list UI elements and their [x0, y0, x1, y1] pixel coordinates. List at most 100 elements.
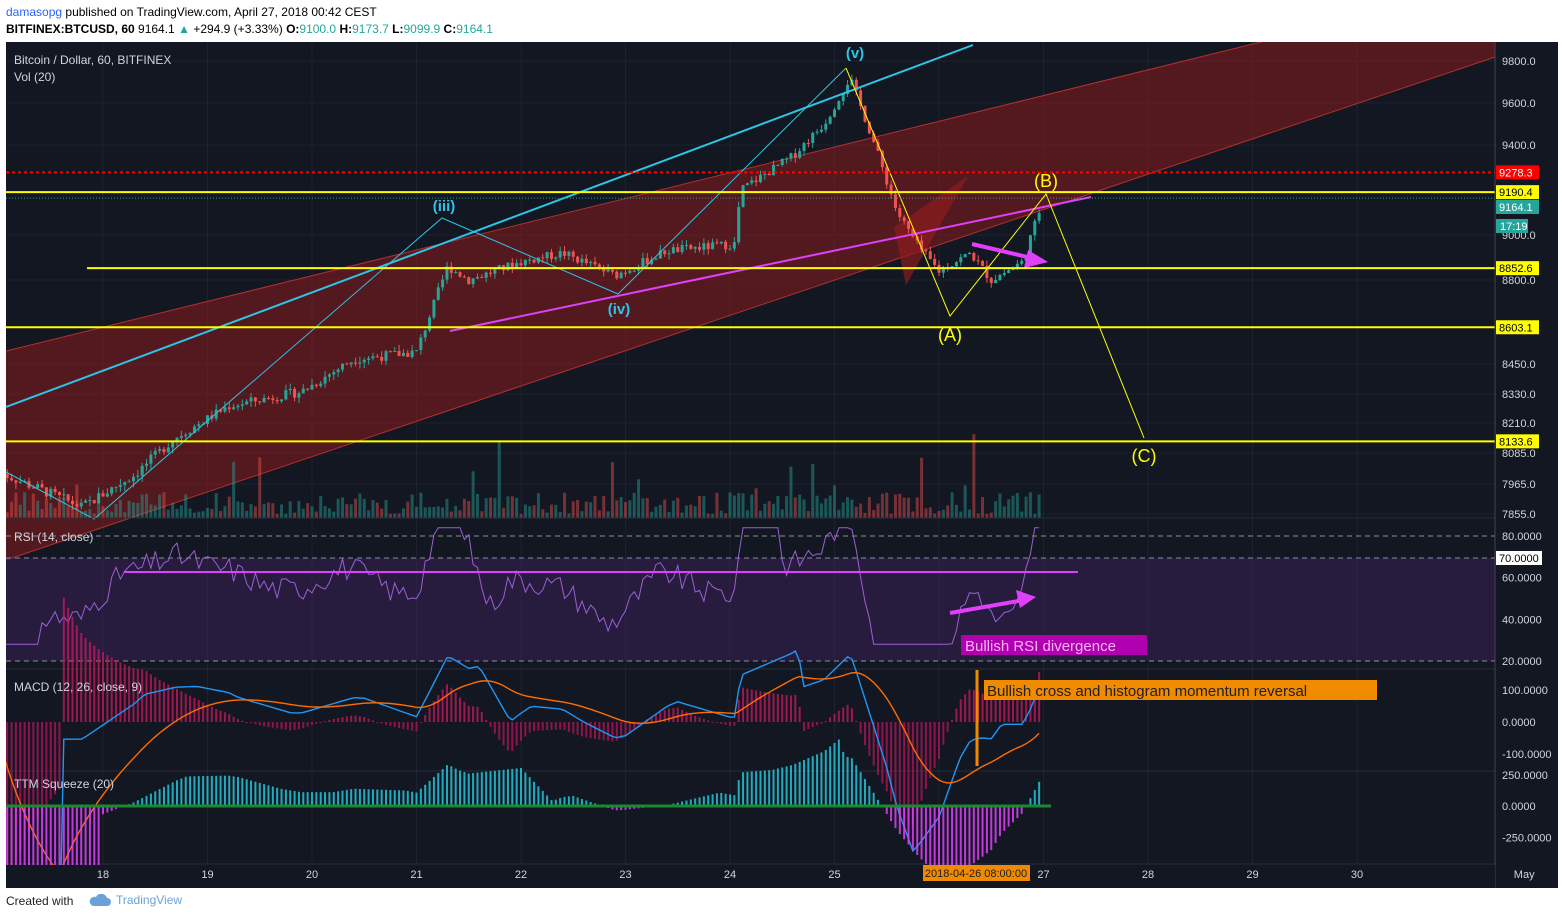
candle-body	[576, 256, 580, 263]
macd-hist-bar	[398, 722, 401, 729]
ttm-bar	[798, 761, 801, 806]
volume-bar	[23, 492, 27, 518]
macd-hist-bar	[598, 722, 601, 740]
volume-bar	[288, 501, 292, 518]
macd-hist-bar	[1016, 698, 1019, 722]
macd-hist-bar	[620, 722, 623, 739]
ttm-bar	[868, 785, 871, 806]
candle-body	[593, 261, 597, 265]
candle-body	[467, 277, 471, 285]
ttm-bar	[959, 806, 962, 881]
volume-bar	[715, 492, 719, 518]
chart-svg[interactable]: (v) (iii) (iv) (A) (B) (C) Bitcoin / Dol…	[0, 41, 1558, 918]
ttm-bar	[781, 767, 784, 806]
price-axis[interactable]	[1495, 42, 1558, 888]
volume-bar	[236, 501, 240, 518]
volume-bar	[789, 466, 793, 518]
candle-body	[1015, 263, 1019, 269]
macd-hist-bar	[816, 722, 819, 726]
candle-body	[44, 487, 48, 497]
candle-body	[567, 251, 571, 256]
macd-hist-bar	[842, 707, 845, 722]
candle-body	[619, 272, 623, 279]
ttm-bar	[341, 790, 344, 806]
ttm-bar	[951, 806, 954, 889]
ttm-bar	[824, 749, 827, 806]
candle-body	[123, 482, 127, 485]
ttm-bar	[811, 756, 814, 806]
ttm-bar	[742, 772, 745, 806]
macd-hist-bar	[141, 669, 144, 722]
candle-body	[610, 269, 614, 272]
chart-canvas[interactable]: (v) (iii) (iv) (A) (B) (C) Bitcoin / Dol…	[0, 41, 1558, 918]
macd-hist-bar	[219, 710, 222, 722]
macd-hist-bar	[929, 722, 932, 779]
ttm-bar	[985, 806, 988, 854]
ttm-bar	[924, 806, 927, 864]
volume-bar	[245, 510, 249, 518]
candle-body	[75, 504, 79, 507]
volume-bar	[950, 492, 954, 518]
volume-bar	[258, 457, 262, 518]
price-tick-label: 8085.0	[1502, 448, 1536, 460]
close-value: 9164.1	[456, 22, 493, 36]
candle-body	[179, 436, 183, 438]
candle-body	[5, 474, 9, 479]
macd-hist-bar	[41, 722, 44, 811]
tradingview-link[interactable]: TradingView	[116, 893, 183, 907]
volume-bar	[946, 505, 950, 518]
candle-body	[645, 257, 649, 265]
macd-hist-bar	[106, 655, 109, 722]
macd-hist-bar	[772, 693, 775, 722]
macd-hist-bar	[489, 722, 492, 727]
ttm-bar	[254, 781, 257, 806]
ttm-bar	[1012, 806, 1015, 823]
macd-hist-bar	[202, 702, 205, 722]
macd-hist-bar	[933, 722, 936, 769]
ttm-bar	[267, 785, 270, 806]
volume-bar	[306, 503, 310, 518]
candle-body	[310, 384, 314, 390]
volume-bar	[262, 503, 266, 518]
time-tick-label: 30	[1351, 869, 1363, 881]
volume-bar	[719, 510, 723, 518]
macd-hist-bar	[998, 691, 1001, 722]
volume-bar	[214, 493, 218, 518]
candle-body	[615, 271, 619, 279]
volume-bar	[706, 513, 710, 518]
volume-bar	[340, 497, 344, 518]
author-link[interactable]: damasopg	[6, 5, 63, 19]
last-price: 9164.1	[138, 22, 175, 36]
volume-bar	[40, 509, 44, 518]
macd-hist-bar	[162, 682, 165, 722]
volume-bar	[1020, 511, 1024, 518]
macd-hist-bar	[319, 722, 322, 723]
ttm-bar	[611, 806, 614, 810]
volume-bar	[567, 513, 571, 518]
time-axis[interactable]	[6, 865, 1495, 888]
wave-labels: (v) (iii) (iv) (A) (B) (C)	[433, 45, 1157, 466]
volume-bar	[780, 509, 784, 518]
ttm-bar	[1038, 781, 1041, 806]
volume-bar	[645, 498, 649, 518]
volume-bar	[589, 502, 593, 518]
volume-bar	[210, 508, 214, 518]
candle-body	[854, 79, 858, 91]
volume-bar	[166, 509, 170, 518]
macd-hist-bar	[193, 697, 196, 722]
macd-hist-bar	[750, 689, 753, 722]
ttm-bar	[75, 806, 78, 918]
candle-body	[632, 270, 636, 272]
ttm-bar	[729, 794, 731, 806]
time-tick-label: 23	[619, 869, 631, 881]
candle-body	[266, 397, 270, 399]
volume-bar	[171, 502, 175, 518]
rsi-annotation: Bullish RSI divergence	[965, 638, 1116, 655]
volume-bar	[658, 504, 662, 518]
candle-body	[641, 257, 645, 268]
macd-hist-bar	[1025, 695, 1028, 722]
volume-bar	[66, 506, 70, 518]
volume-bar	[767, 501, 771, 518]
ttm-bar	[533, 781, 536, 806]
macd-hist-bar	[67, 607, 70, 722]
